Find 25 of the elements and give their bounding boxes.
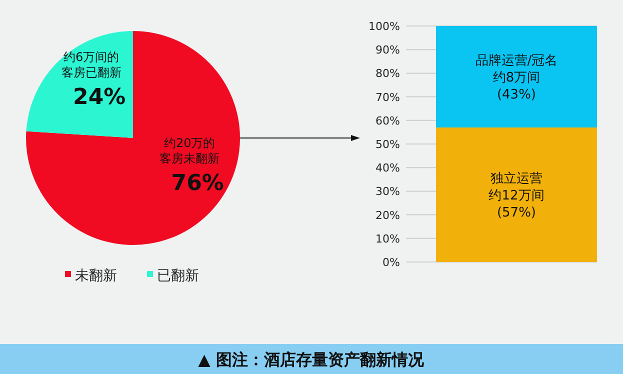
legend-label: 已翻新: [157, 268, 199, 284]
data-label: 24%: [73, 85, 126, 110]
text: 约20万的客房未翻新: [160, 136, 220, 166]
legend-label: 未翻新: [75, 268, 117, 284]
y-tick-label: 10%: [376, 232, 400, 246]
y-tick-label: 90%: [376, 44, 400, 57]
y-tick-label: 60%: [376, 114, 400, 128]
series-label: 品牌运营/冠名: [475, 54, 558, 69]
y-tick-label: 0%: [382, 256, 400, 269]
text: 约6万间的客房已翻新: [61, 50, 122, 80]
y-tick-label: 100%: [368, 20, 400, 33]
series-label: 独立运营: [490, 170, 542, 187]
annotation: 约12万间: [488, 188, 544, 204]
annotation: 约8万间: [492, 70, 540, 86]
y-tick-label: 20%: [376, 208, 400, 222]
data-label: (57%): [496, 206, 536, 221]
y-tick-label: 70%: [376, 90, 400, 104]
data-label: 76%: [171, 171, 224, 196]
text: ▲ 图注：酒店存量资产翻新情况: [198, 350, 425, 369]
y-tick-label: 80%: [376, 67, 400, 80]
y-tick-label: 50%: [376, 138, 400, 151]
y-tick-label: 30%: [376, 185, 400, 198]
data-label: (43%): [496, 88, 536, 103]
y-tick-label: 40%: [376, 162, 400, 175]
pie-slice: [26, 31, 240, 245]
